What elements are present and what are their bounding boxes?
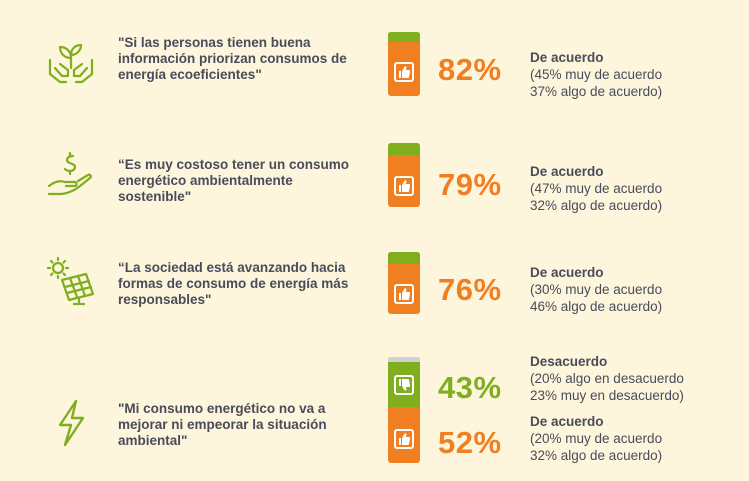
agreement-bar (388, 143, 420, 207)
agreement-percent: 82% (438, 52, 502, 87)
hand-money-icon (46, 150, 96, 200)
disagreement-breakdown: Desacuerdo (20% algo en desacuerdo 23% m… (530, 353, 740, 404)
agreement-label: De acuerdo (530, 265, 604, 280)
thumbs-up-icon (394, 429, 414, 449)
breakdown-line-2: 23% muy en desacuerdo) (530, 388, 684, 403)
thumbs-up-icon (394, 62, 414, 82)
thumbs-up-icon (394, 176, 414, 196)
thumbs-down-icon (394, 375, 414, 395)
breakdown-line-2: 32% algo de acuerdo) (530, 448, 663, 463)
agreement-breakdown: De acuerdo (20% muy de acuerdo 32% algo … (530, 413, 740, 464)
agreement-breakdown: De acuerdo (30% muy de acuerdo 46% algo … (530, 264, 740, 315)
breakdown-line-2: 46% algo de acuerdo) (530, 299, 663, 314)
solar-panel-icon (46, 256, 96, 306)
agreement-percent: 79% (438, 167, 502, 202)
statement-quote: "Si las personas tienen buena informació… (118, 35, 347, 82)
agreement-percent: 52% (438, 425, 502, 460)
disagreement-label: Desacuerdo (530, 354, 608, 369)
breakdown-line-2: 32% algo de acuerdo) (530, 198, 663, 213)
agreement-percent: 76% (438, 272, 502, 307)
breakdown-line-2: 37% algo de acuerdo) (530, 84, 663, 99)
agreement-breakdown: De acuerdo (45% muy de acuerdo 37% algo … (530, 49, 740, 100)
breakdown-line-1: (47% muy de acuerdo (530, 181, 663, 196)
agreement-bar (388, 252, 420, 314)
breakdown-line-1: (30% muy de acuerdo (530, 282, 663, 297)
breakdown-line-1: (45% muy de acuerdo (530, 67, 663, 82)
statement-quote: “La sociedad está avanzando hacia formas… (118, 260, 349, 307)
statement-quote: “Es muy costoso tener un consumo energét… (118, 157, 350, 204)
breakdown-line-1: (20% muy de acuerdo (530, 431, 663, 446)
agreement-label: De acuerdo (530, 414, 604, 429)
agreement-label: De acuerdo (530, 164, 604, 179)
disagreement-percent: 43% (438, 370, 502, 405)
agreement-breakdown: De acuerdo (47% muy de acuerdo 32% algo … (530, 163, 740, 214)
lightning-icon (46, 398, 96, 448)
agreement-label: De acuerdo (530, 50, 604, 65)
breakdown-line-1: (20% algo en desacuerdo (530, 371, 684, 386)
statement-quote: "Mi consumo energético no va a mejorar n… (118, 401, 327, 448)
agreement-bar (388, 32, 420, 96)
hands-plant-icon (46, 38, 96, 88)
opinion-split-bar (388, 357, 420, 463)
thumbs-up-icon (394, 284, 414, 304)
